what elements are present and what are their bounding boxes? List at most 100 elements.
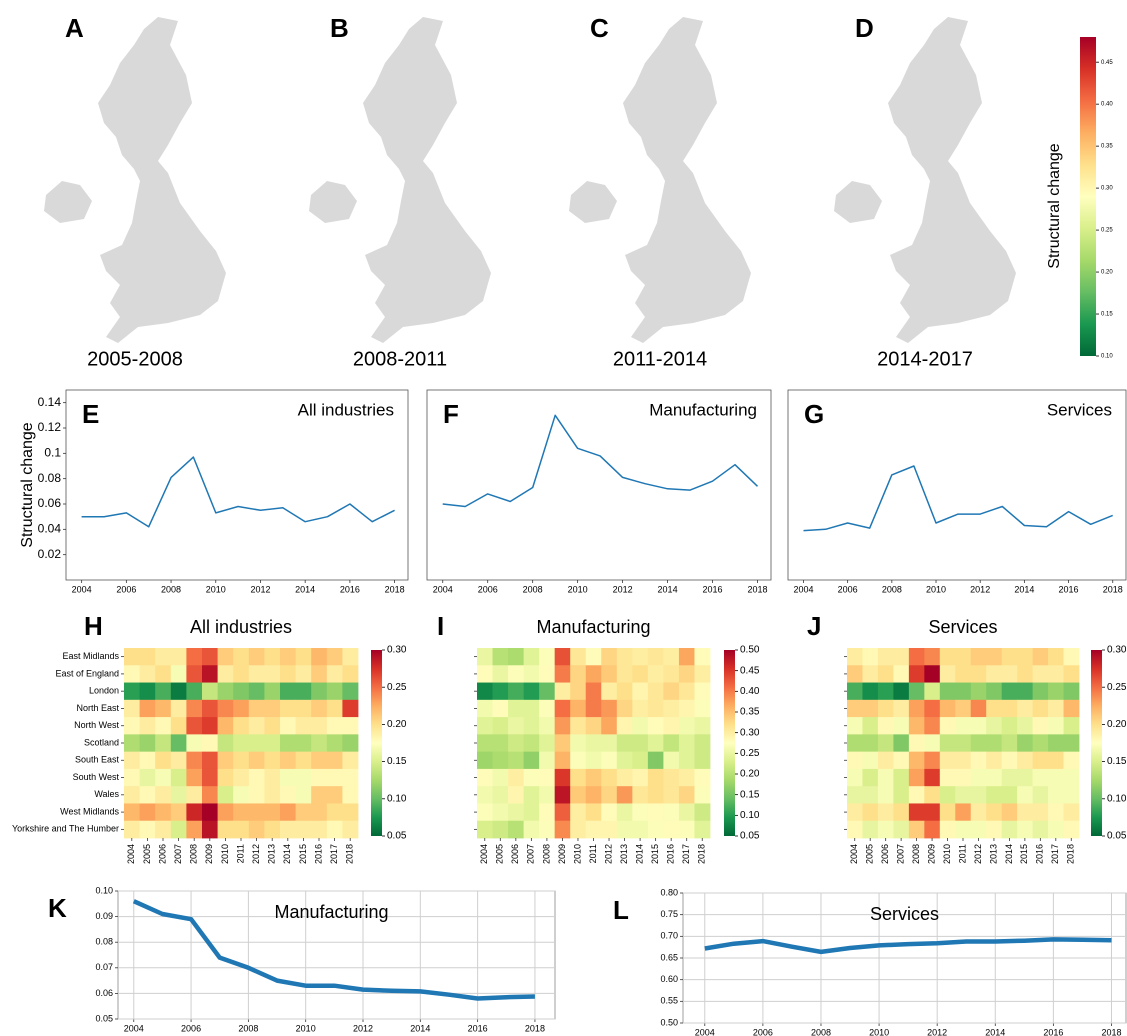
heatmap-cell xyxy=(616,751,633,770)
heatmap-cell xyxy=(970,786,987,804)
heatmap-cell xyxy=(908,665,925,683)
heatmap-cell xyxy=(248,803,265,822)
heatmap-cell xyxy=(1063,786,1080,804)
x-tick-label: 2014 xyxy=(634,844,644,864)
heatmap-cell xyxy=(186,786,203,804)
heatmap-cell xyxy=(1032,665,1049,683)
heatmap-cell xyxy=(924,786,941,804)
heatmap-cell xyxy=(280,751,296,770)
heatmap-cell xyxy=(539,648,556,666)
x-tick-label: 2010 xyxy=(926,584,946,594)
y-tick-label: 0.06 xyxy=(38,496,62,510)
heatmap-cell xyxy=(155,820,172,839)
heatmap-cell xyxy=(1001,699,1018,718)
heatmap-cell xyxy=(955,786,972,804)
heatmap-cell xyxy=(217,768,234,787)
heatmap-cell xyxy=(955,665,972,683)
heatmap-cell xyxy=(170,682,187,701)
heatmap-cell xyxy=(601,820,618,839)
heatmap-cell xyxy=(186,768,203,787)
heatmap-cell xyxy=(124,803,140,822)
colorbar-tick-label: 0.15 xyxy=(740,789,760,800)
heatmap-cell xyxy=(877,786,894,804)
heatmap-cell xyxy=(217,803,234,822)
heatmap-cell xyxy=(233,665,250,683)
heatmap-cell xyxy=(1001,734,1018,753)
heatmap-cell xyxy=(202,682,218,701)
y-tick-label: 0.65 xyxy=(660,952,678,962)
y-tick-label: 0.02 xyxy=(38,547,62,561)
heatmap-cell xyxy=(311,717,328,735)
chart-title: Manufacturing xyxy=(274,902,388,922)
y-tick-label: East Midlands xyxy=(62,651,119,661)
heatmap-cell xyxy=(678,665,695,683)
heatmap-cell xyxy=(155,734,172,753)
plot-frame xyxy=(787,389,1127,581)
heatmap-cell xyxy=(264,751,281,770)
heatmap-cell xyxy=(955,751,972,770)
heatmap-cell xyxy=(694,768,711,787)
x-tick-label: 2018 xyxy=(1066,844,1076,864)
x-tick-label: 2011 xyxy=(957,844,967,863)
heatmap-cell xyxy=(311,734,328,753)
x-tick-label: 2007 xyxy=(526,844,536,864)
heatmap-cell xyxy=(155,751,172,770)
heatmap-cell xyxy=(1032,648,1049,666)
heatmap-cell xyxy=(477,768,493,787)
colorbar xyxy=(1091,650,1102,836)
heatmap-cell xyxy=(233,682,250,701)
heatmap-cell xyxy=(986,717,1003,735)
heatmap-cell xyxy=(1048,786,1064,804)
heatmap-cell xyxy=(523,786,540,804)
x-tick-label: 2010 xyxy=(220,844,230,864)
heatmap-cell xyxy=(155,786,172,804)
heatmap-cell xyxy=(570,803,587,822)
y-tick-label: 0.10 xyxy=(95,885,113,895)
heatmap-cell xyxy=(539,699,556,718)
x-tick-label: 2004 xyxy=(849,844,859,864)
heatmap-cell xyxy=(924,803,941,822)
panel-letter: G xyxy=(804,399,824,429)
heatmap-cell xyxy=(155,699,172,718)
heatmap-cell xyxy=(678,786,695,804)
heatmap-cell xyxy=(295,751,312,770)
heatmap-cell xyxy=(986,699,1003,718)
heatmap-cell xyxy=(326,699,343,718)
heatmap-cell xyxy=(893,786,910,804)
x-tick-label: 2008 xyxy=(811,1027,831,1036)
heatmap-cell xyxy=(970,699,987,718)
heatmap-cell xyxy=(202,751,218,770)
y-tick-label: 0.09 xyxy=(95,911,113,921)
y-axis-label: Structural change xyxy=(19,422,36,548)
heatmap-cell xyxy=(908,734,925,753)
heatmap-cell xyxy=(847,734,863,753)
heatmap-cell xyxy=(186,682,203,701)
heatmap-cell xyxy=(554,751,571,770)
heatmap-cell xyxy=(523,682,540,701)
heatmap-cell xyxy=(186,734,203,753)
line xyxy=(132,899,535,1001)
heatmap-cell xyxy=(170,699,187,718)
heatmap-cell xyxy=(970,734,987,753)
x-tick-label: 2005 xyxy=(865,844,875,864)
heatmap-cell xyxy=(264,734,281,753)
chart-title: Manufacturing xyxy=(536,617,650,637)
heatmap-cell xyxy=(694,682,711,701)
heatmap-cell xyxy=(311,665,328,683)
heatmap-cell xyxy=(616,665,633,683)
heatmap-cell xyxy=(877,682,894,701)
heatmap-cell xyxy=(601,803,618,822)
heatmap-cell xyxy=(326,665,343,683)
x-tick-label: 2018 xyxy=(747,584,767,594)
x-tick-label: 2008 xyxy=(541,844,551,864)
heatmap-cell xyxy=(663,768,680,787)
heatmap-cell xyxy=(694,751,711,770)
heatmap-cell xyxy=(862,699,879,718)
heatmap-cell xyxy=(1017,734,1033,753)
x-tick-label: 2012 xyxy=(603,844,613,864)
map-period: 2011-2014 xyxy=(613,348,707,370)
heatmap-cell xyxy=(616,699,633,718)
heatmap-cell xyxy=(477,682,493,701)
x-tick-label: 2016 xyxy=(313,844,323,864)
panel-letter: D xyxy=(855,13,874,43)
